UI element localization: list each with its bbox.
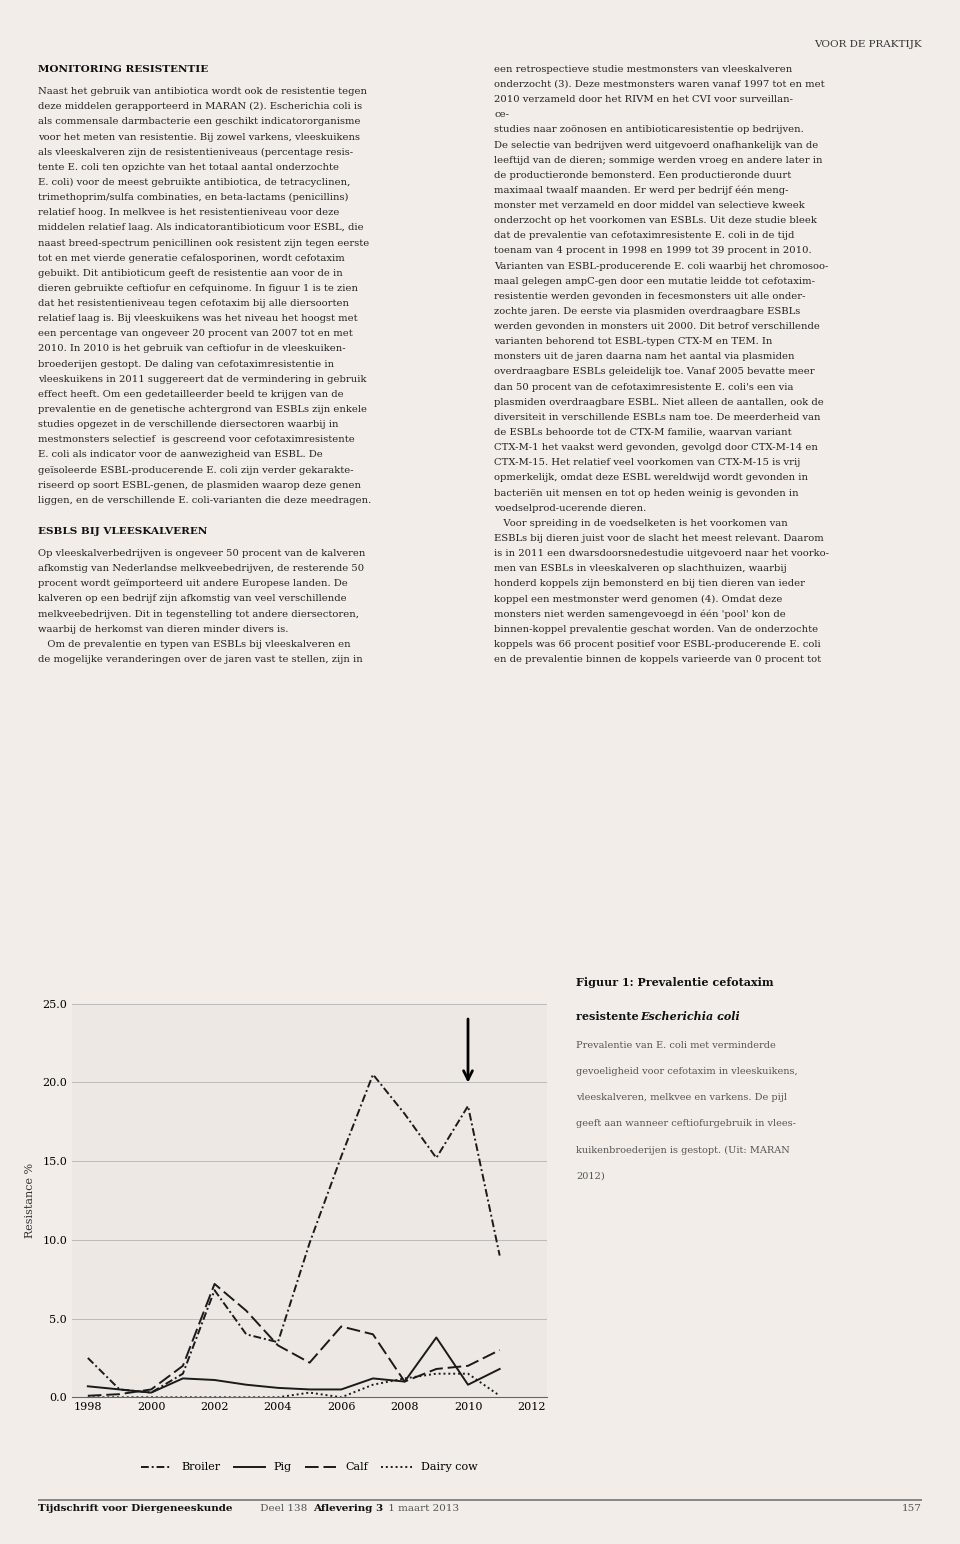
Text: broederijen gestopt. De daling van cefotaximresistentie in: broederijen gestopt. De daling van cefot… (38, 360, 334, 369)
Text: men van ESBLs in vleeskalveren op slachthuizen, waarbij: men van ESBLs in vleeskalveren op slacht… (494, 564, 787, 573)
Text: opmerkelijk, omdat deze ESBL wereldwijd wordt gevonden in: opmerkelijk, omdat deze ESBL wereldwijd … (494, 474, 808, 482)
Text: 2012): 2012) (576, 1172, 605, 1181)
Text: zochte jaren. De eerste via plasmiden overdraagbare ESBLs: zochte jaren. De eerste via plasmiden ov… (494, 307, 801, 317)
Text: tot en met vierde generatie cefalosporinen, wordt cefotaxim: tot en met vierde generatie cefalosporin… (38, 253, 346, 262)
Text: een percentage van ongeveer 20 procent van 2007 tot en met: een percentage van ongeveer 20 procent v… (38, 329, 353, 338)
Text: Prevalentie van E. coli met verminderde: Prevalentie van E. coli met verminderde (576, 1041, 776, 1050)
Text: bacteriën uit mensen en tot op heden weinig is gevonden in: bacteriën uit mensen en tot op heden wei… (494, 488, 799, 497)
Text: dieren gebruikte ceftiofur en cefquinome. In figuur 1 is te zien: dieren gebruikte ceftiofur en cefquinome… (38, 284, 358, 293)
Text: 1 maart 2013: 1 maart 2013 (385, 1504, 459, 1513)
Text: de productieronde bemonsterd. Een productieronde duurt: de productieronde bemonsterd. Een produc… (494, 171, 792, 179)
Text: prevalentie en de genetische achtergrond van ESBLs zijn enkele: prevalentie en de genetische achtergrond… (38, 405, 368, 414)
Text: melkveebedrijven. Dit in tegenstelling tot andere diersectoren,: melkveebedrijven. Dit in tegenstelling t… (38, 610, 359, 619)
Text: Figuur 1: Prevalentie cefotaxim: Figuur 1: Prevalentie cefotaxim (576, 977, 774, 988)
Text: resistente: resistente (576, 1011, 642, 1022)
Text: MONITORING RESISTENTIE: MONITORING RESISTENTIE (38, 65, 208, 74)
Text: vleeskuikens in 2011 suggereert dat de vermindering in gebruik: vleeskuikens in 2011 suggereert dat de v… (38, 375, 367, 384)
Text: studies opgezet in de verschillende diersectoren waarbij in: studies opgezet in de verschillende dier… (38, 420, 339, 429)
Text: onderzocht (3). Deze mestmonsters waren vanaf 1997 tot en met: onderzocht (3). Deze mestmonsters waren … (494, 80, 825, 90)
Text: deze middelen gerapporteerd in MARAN (2). Escherichia coli is: deze middelen gerapporteerd in MARAN (2)… (38, 102, 363, 111)
Text: monsters niet werden samengevoegd in één 'pool' kon de: monsters niet werden samengevoegd in één… (494, 610, 786, 619)
Text: als commensale darmbacterie een geschikt indicatororganisme: als commensale darmbacterie een geschikt… (38, 117, 361, 127)
Text: koppels was 66 procent positief voor ESBL-producerende E. coli: koppels was 66 procent positief voor ESB… (494, 639, 821, 648)
Text: 157: 157 (901, 1504, 922, 1513)
Text: liggen, en de verschillende E. coli-varianten die deze meedragen.: liggen, en de verschillende E. coli-vari… (38, 496, 372, 505)
Text: Tijdschrift voor Diergeneeskunde: Tijdschrift voor Diergeneeskunde (38, 1504, 233, 1513)
Text: .: . (719, 1011, 723, 1022)
Text: 2010 verzameld door het RIVM en het CVI voor surveillan-: 2010 verzameld door het RIVM en het CVI … (494, 96, 793, 103)
Text: maal gelegen ampC-gen door een mutatie leidde tot cefotaxim-: maal gelegen ampC-gen door een mutatie l… (494, 276, 815, 286)
Text: overdraagbare ESBLs geleidelijk toe. Vanaf 2005 bevatte meer: overdraagbare ESBLs geleidelijk toe. Van… (494, 367, 815, 377)
Text: trimethoprim/sulfa combinaties, en beta-lactams (penicillins): trimethoprim/sulfa combinaties, en beta-… (38, 193, 348, 202)
Text: maximaal twaalf maanden. Er werd per bedrijf één meng-: maximaal twaalf maanden. Er werd per bed… (494, 185, 789, 196)
Text: ESBLS BIJ VLEESKALVEREN: ESBLS BIJ VLEESKALVEREN (38, 527, 207, 536)
Text: Varianten van ESBL-producerende E. coli waarbij het chromosoo-: Varianten van ESBL-producerende E. coli … (494, 261, 828, 270)
Text: voedselprod-ucerende dieren.: voedselprod-ucerende dieren. (494, 503, 647, 513)
Text: de ESBLs behoorde tot de CTX-M familie, waarvan variant: de ESBLs behoorde tot de CTX-M familie, … (494, 428, 792, 437)
Text: 2010. In 2010 is het gebruik van ceftiofur in de vleeskuiken-: 2010. In 2010 is het gebruik van ceftiof… (38, 344, 346, 354)
Text: werden gevonden in monsters uit 2000. Dit betrof verschillende: werden gevonden in monsters uit 2000. Di… (494, 323, 820, 330)
Text: onderzocht op het voorkomen van ESBLs. Uit deze studie bleek: onderzocht op het voorkomen van ESBLs. U… (494, 216, 817, 225)
Text: riseerd op soort ESBL-genen, de plasmiden waarop deze genen: riseerd op soort ESBL-genen, de plasmide… (38, 480, 361, 489)
Text: VOOR DE PRAKTIJK: VOOR DE PRAKTIJK (814, 40, 922, 49)
Text: voor het meten van resistentie. Bij zowel varkens, vleeskuikens: voor het meten van resistentie. Bij zowe… (38, 133, 360, 142)
Text: geeft aan wanneer ceftiofurgebruik in vlees-: geeft aan wanneer ceftiofurgebruik in vl… (576, 1119, 796, 1129)
Text: honderd koppels zijn bemonsterd en bij tien dieren van ieder: honderd koppels zijn bemonsterd en bij t… (494, 579, 805, 588)
Text: vleeskalveren, melkvee en varkens. De pijl: vleeskalveren, melkvee en varkens. De pi… (576, 1093, 787, 1102)
Text: dan 50 procent van de cefotaximresistente E. coli's een via: dan 50 procent van de cefotaximresistent… (494, 383, 794, 392)
Text: tente E. coli ten opzichte van het totaal aantal onderzochte: tente E. coli ten opzichte van het totaa… (38, 164, 340, 171)
Text: kalveren op een bedrijf zijn afkomstig van veel verschillende: kalveren op een bedrijf zijn afkomstig v… (38, 594, 347, 604)
Text: gebuikt. Dit antibioticum geeft de resistentie aan voor de in: gebuikt. Dit antibioticum geeft de resis… (38, 269, 343, 278)
Text: dat het resistentieniveau tegen cefotaxim bij alle diersoorten: dat het resistentieniveau tegen cefotaxi… (38, 300, 349, 309)
Text: gevoeligheid voor cefotaxim in vleeskuikens,: gevoeligheid voor cefotaxim in vleeskuik… (576, 1067, 798, 1076)
Text: en de prevalentie binnen de koppels varieerde van 0 procent tot: en de prevalentie binnen de koppels vari… (494, 655, 822, 664)
Text: mestmonsters selectief  is gescreend voor cefotaximresistente: mestmonsters selectief is gescreend voor… (38, 435, 355, 445)
Text: E. coli als indicator voor de aanwezigheid van ESBL. De: E. coli als indicator voor de aanwezighe… (38, 451, 324, 460)
Text: leeftijd van de dieren; sommige werden vroeg en andere later in: leeftijd van de dieren; sommige werden v… (494, 156, 823, 165)
Text: koppel een mestmonster werd genomen (4). Omdat deze: koppel een mestmonster werd genomen (4).… (494, 594, 782, 604)
Text: Deel 138: Deel 138 (257, 1504, 311, 1513)
Text: middelen relatief laag. Als indicatorantibioticum voor ESBL, die: middelen relatief laag. Als indicatorant… (38, 224, 364, 233)
Text: kuikenbroederijen is gestopt. (Uit: MARAN: kuikenbroederijen is gestopt. (Uit: MARA… (576, 1146, 790, 1155)
Text: is in 2011 een dwarsdoorsnedestudie uitgevoerd naar het voorko-: is in 2011 een dwarsdoorsnedestudie uitg… (494, 550, 829, 557)
Text: Voor spreiding in de voedselketen is het voorkomen van: Voor spreiding in de voedselketen is het… (494, 519, 788, 528)
Text: studies naar zoönosen en antibioticaresistentie op bedrijven.: studies naar zoönosen en antibioticaresi… (494, 125, 804, 134)
Text: waarbij de herkomst van dieren minder divers is.: waarbij de herkomst van dieren minder di… (38, 625, 289, 633)
Text: Op vleeskalverbedrijven is ongeveer 50 procent van de kalveren: Op vleeskalverbedrijven is ongeveer 50 p… (38, 550, 366, 557)
Text: Escherichia coli: Escherichia coli (640, 1011, 740, 1022)
Text: relatief laag is. Bij vleeskuikens was het niveau het hoogst met: relatief laag is. Bij vleeskuikens was h… (38, 313, 358, 323)
Text: CTX-M-15. Het relatief veel voorkomen van CTX-M-15 is vrij: CTX-M-15. Het relatief veel voorkomen va… (494, 459, 801, 468)
Text: ESBLs bij dieren juist voor de slacht het meest relevant. Daarom: ESBLs bij dieren juist voor de slacht he… (494, 534, 824, 543)
Text: Naast het gebruik van antibiotica wordt ook de resistentie tegen: Naast het gebruik van antibiotica wordt … (38, 86, 368, 96)
Text: naast breed-spectrum penicillinen ook resistent zijn tegen eerste: naast breed-spectrum penicillinen ook re… (38, 238, 370, 247)
Text: monster met verzameld en door middel van selectieve kweek: monster met verzameld en door middel van… (494, 201, 805, 210)
Text: binnen-koppel prevalentie geschat worden. Van de onderzochte: binnen-koppel prevalentie geschat worden… (494, 625, 819, 633)
Y-axis label: Resistance %: Resistance % (25, 1163, 36, 1238)
Text: dat de prevalentie van cefotaximresistente E. coli in de tijd: dat de prevalentie van cefotaximresisten… (494, 232, 795, 241)
Text: ce-: ce- (494, 110, 510, 119)
Text: afkomstig van Nederlandse melkveebedrijven, de resterende 50: afkomstig van Nederlandse melkveebedrijv… (38, 564, 365, 573)
Text: varianten behorend tot ESBL-typen CTX-M en TEM. In: varianten behorend tot ESBL-typen CTX-M … (494, 337, 773, 346)
Text: De selectie van bedrijven werd uitgevoerd onafhankelijk van de: De selectie van bedrijven werd uitgevoer… (494, 141, 819, 150)
Text: E. coli) voor de meest gebruikte antibiotica, de tetracyclinen,: E. coli) voor de meest gebruikte antibio… (38, 178, 350, 187)
Legend: Broiler, Pig, Calf, Dairy cow: Broiler, Pig, Calf, Dairy cow (137, 1458, 482, 1478)
Text: de mogelijke veranderingen over de jaren vast te stellen, zijn in: de mogelijke veranderingen over de jaren… (38, 655, 363, 664)
Text: Om de prevalentie en typen van ESBLs bij vleeskalveren en: Om de prevalentie en typen van ESBLs bij… (38, 639, 351, 648)
Text: als vleeskalveren zijn de resistentieniveaus (percentage resis-: als vleeskalveren zijn de resistentieniv… (38, 148, 353, 157)
Text: toenam van 4 procent in 1998 en 1999 tot 39 procent in 2010.: toenam van 4 procent in 1998 en 1999 tot… (494, 247, 812, 255)
Text: plasmiden overdraagbare ESBL. Niet alleen de aantallen, ook de: plasmiden overdraagbare ESBL. Niet allee… (494, 398, 824, 406)
Text: diversiteit in verschillende ESBLs nam toe. De meerderheid van: diversiteit in verschillende ESBLs nam t… (494, 412, 821, 422)
Text: Aflevering 3: Aflevering 3 (313, 1504, 383, 1513)
Text: effect heeft. Om een gedetailleerder beeld te krijgen van de: effect heeft. Om een gedetailleerder bee… (38, 389, 344, 398)
Text: geïsoleerde ESBL-producerende E. coli zijn verder gekarakte-: geïsoleerde ESBL-producerende E. coli zi… (38, 466, 354, 474)
Text: monsters uit de jaren daarna nam het aantal via plasmiden: monsters uit de jaren daarna nam het aan… (494, 352, 795, 361)
Text: CTX-M-1 het vaakst werd gevonden, gevolgd door CTX-M-14 en: CTX-M-1 het vaakst werd gevonden, gevolg… (494, 443, 818, 452)
Text: een retrospectieve studie mestmonsters van vleeskalveren: een retrospectieve studie mestmonsters v… (494, 65, 793, 74)
Text: procent wordt geïmporteerd uit andere Europese landen. De: procent wordt geïmporteerd uit andere Eu… (38, 579, 348, 588)
Text: resistentie werden gevonden in fecesmonsters uit alle onder-: resistentie werden gevonden in fecesmons… (494, 292, 805, 301)
Text: relatief hoog. In melkvee is het resistentieniveau voor deze: relatief hoog. In melkvee is het resiste… (38, 208, 340, 218)
